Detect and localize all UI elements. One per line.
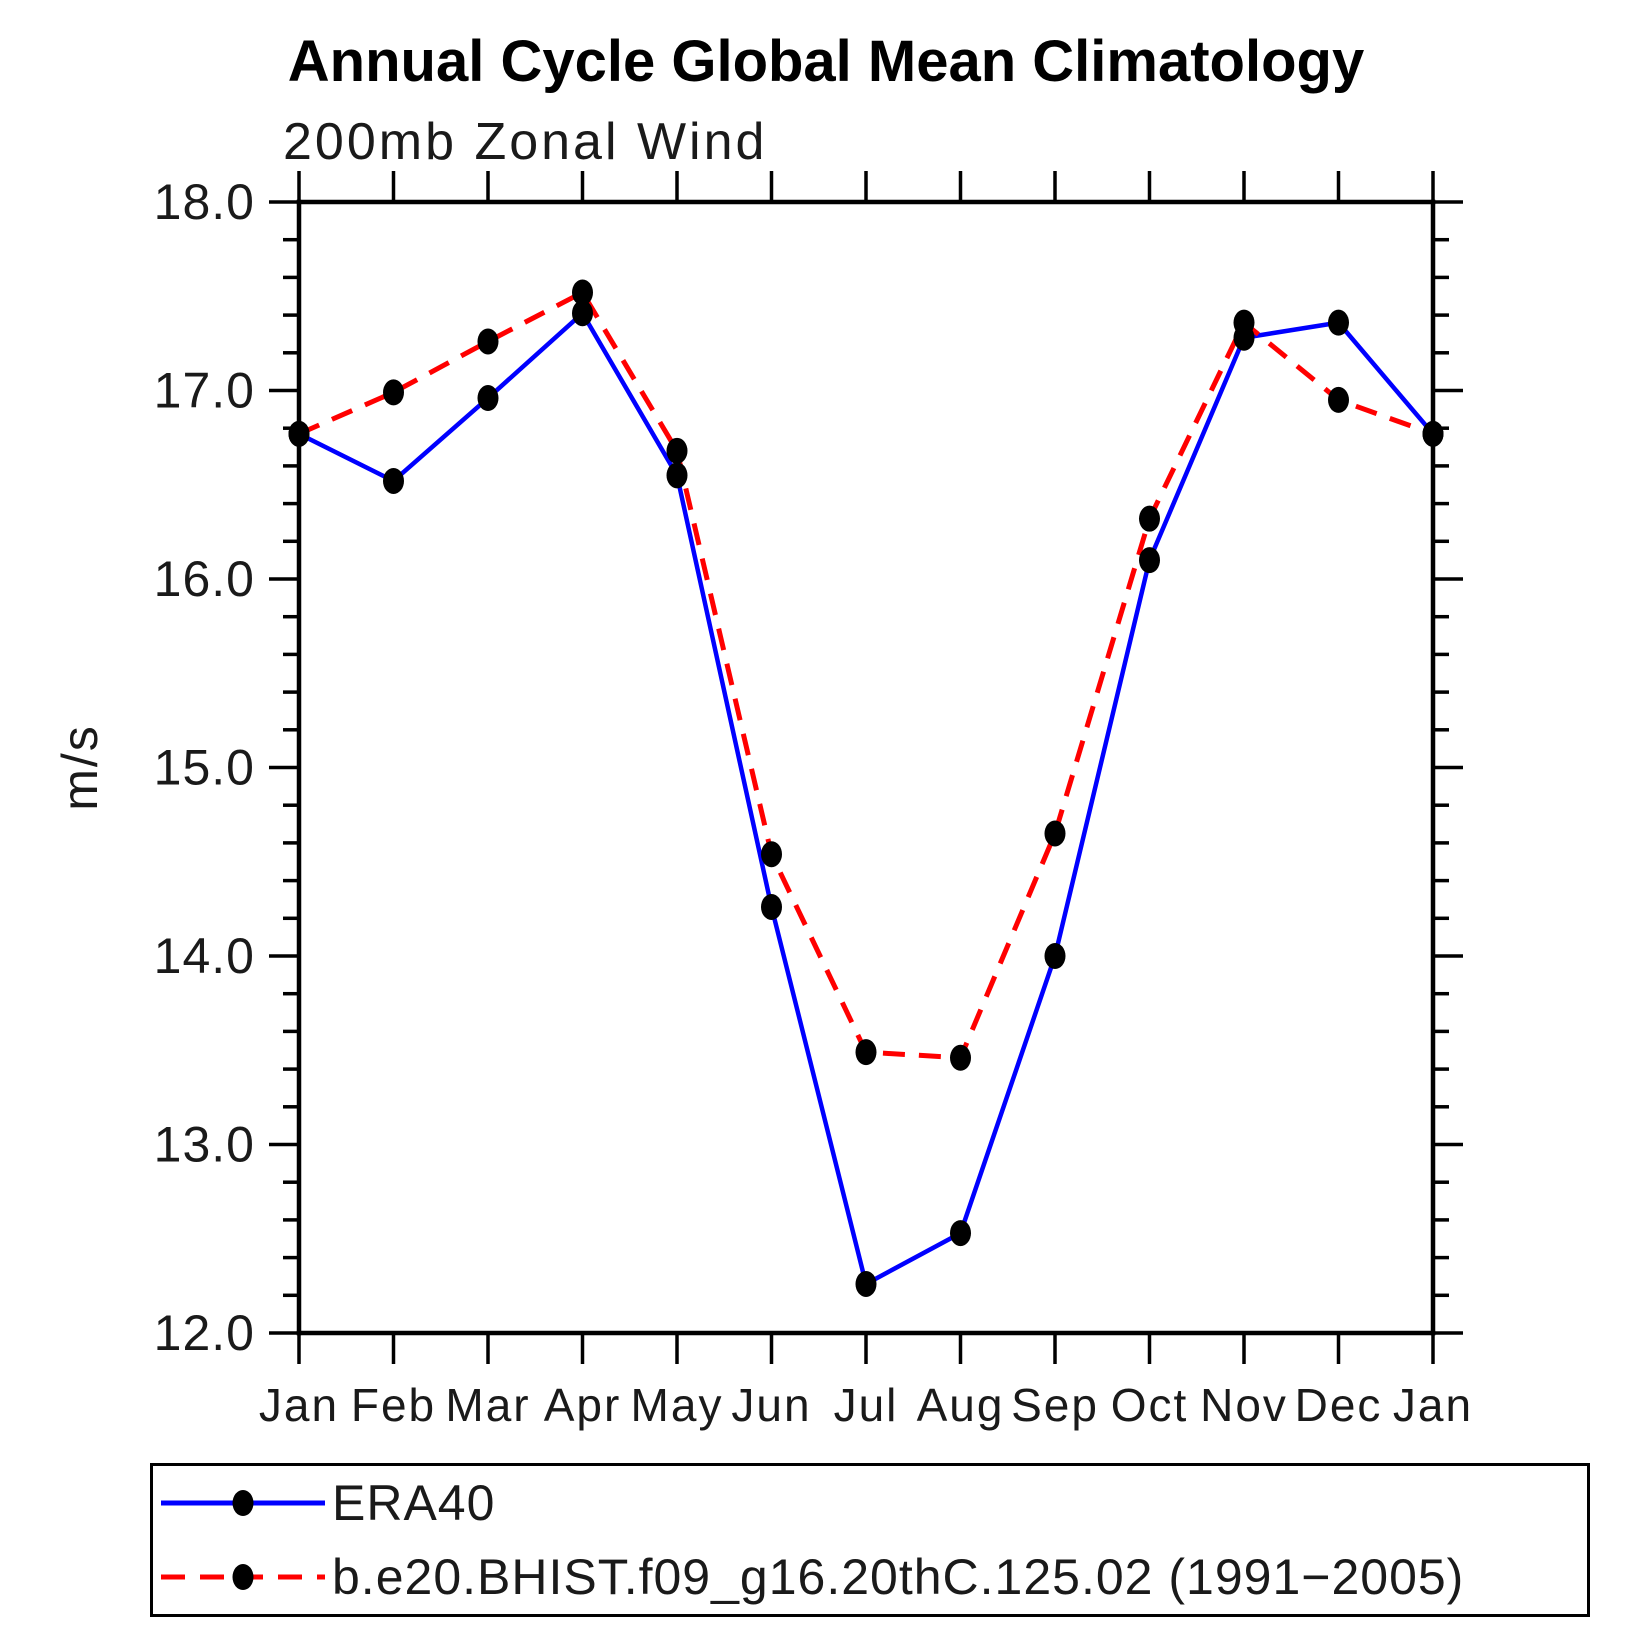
legend-label-model: b.e20.BHIST.f09_g16.20thC.125.02 (1991−2… — [332, 1549, 1465, 1605]
data-point-series-0 — [572, 300, 593, 327]
x-tick-label: Jan — [1393, 1379, 1473, 1431]
data-point-series-1 — [1328, 386, 1349, 413]
legend-label-era40: ERA40 — [332, 1475, 496, 1531]
data-point-series-1 — [477, 328, 499, 355]
chart-legend: ERA40 b.e20.BHIST.f09_g16.20thC.125.02 (… — [150, 1463, 1590, 1617]
chart-title: Annual Cycle Global Mean Climatology — [287, 29, 1365, 94]
x-tick-label: Apr — [544, 1379, 622, 1431]
data-point-series-0 — [1328, 309, 1349, 336]
x-tick-label: Feb — [351, 1379, 436, 1431]
series-line-0 — [297, 310, 1435, 1287]
y-tick-label: 15.0 — [154, 740, 255, 796]
y-tick-label: 12.0 — [154, 1305, 255, 1361]
data-point-series-0 — [666, 462, 688, 489]
series-line-1 — [297, 289, 1434, 1061]
data-point-series-0 — [383, 467, 404, 494]
chart-subtitle: 200mb Zonal Wind — [283, 113, 768, 171]
data-point-series-1 — [1422, 420, 1444, 447]
model-dashed-line-swatch — [161, 1564, 325, 1590]
data-point-series-0 — [950, 1220, 971, 1247]
legend-row-era40: ERA40 — [153, 1466, 1587, 1540]
data-point-series-1 — [855, 1039, 877, 1066]
era40-line-swatch — [161, 1490, 325, 1516]
data-point-series-0 — [1139, 547, 1160, 574]
y-axis-title: m/s — [52, 724, 108, 811]
x-tick-label: Nov — [1200, 1379, 1288, 1431]
x-tick-label: Aug — [917, 1379, 1005, 1431]
x-tick-label: Dec — [1295, 1379, 1383, 1431]
data-point-series-1 — [383, 379, 404, 406]
data-point-series-1 — [1044, 820, 1066, 847]
y-tick-label: 13.0 — [154, 1117, 255, 1173]
x-tick-label: Mar — [445, 1379, 530, 1431]
y-tick-label: 17.0 — [154, 363, 255, 419]
y-tick-label: 16.0 — [154, 551, 255, 607]
x-tick-label: Jan — [259, 1379, 339, 1431]
data-point-series-1 — [288, 420, 310, 447]
data-point-series-0 — [855, 1270, 877, 1297]
data-point-series-0 — [761, 893, 782, 920]
y-tick-label: 18.0 — [154, 174, 255, 230]
x-tick-label: May — [631, 1379, 724, 1431]
x-tick-label: Jun — [731, 1379, 811, 1431]
data-point-series-0 — [477, 385, 499, 412]
x-tick-label: Oct — [1111, 1379, 1189, 1431]
data-point-series-1 — [1139, 505, 1160, 532]
data-point-series-1 — [1233, 309, 1255, 336]
y-tick-label: 14.0 — [154, 928, 255, 984]
data-point-series-1 — [761, 841, 782, 868]
data-point-series-1 — [666, 437, 688, 464]
x-tick-label: Sep — [1011, 1379, 1099, 1431]
data-point-series-0 — [1044, 943, 1066, 969]
x-tick-label: Jul — [834, 1379, 899, 1431]
data-point-series-1 — [572, 279, 593, 306]
legend-row-model: b.e20.BHIST.f09_g16.20thC.125.02 (1991−2… — [153, 1540, 1587, 1614]
data-point-series-1 — [950, 1044, 971, 1071]
